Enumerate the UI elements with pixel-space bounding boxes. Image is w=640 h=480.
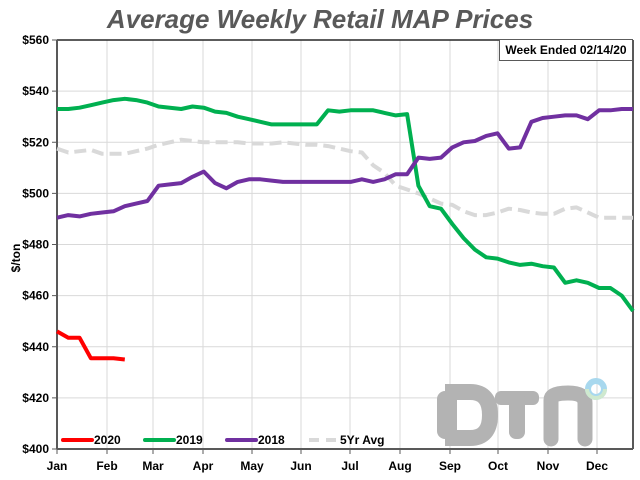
- legend-2020-label: 2020: [94, 433, 121, 447]
- y-tick-label: $440: [22, 340, 49, 354]
- x-tick-label: Oct: [488, 459, 508, 473]
- y-tick-label: $560: [22, 33, 49, 47]
- week-ended-annotation: Week Ended 02/14/20: [499, 40, 632, 61]
- legend: 2020 2019 2018 5Yr Avg: [61, 433, 384, 447]
- x-tick-label: Dec: [586, 459, 608, 473]
- y-tick-label: $480: [22, 238, 49, 252]
- watermark-globe-lower-icon: [585, 389, 607, 400]
- series-line-2019: [57, 96, 635, 313]
- series-line-5yr-avg: [56, 137, 633, 220]
- series-line-2020: [56, 329, 126, 362]
- y-tick-label: $520: [22, 135, 49, 149]
- y-tick-label: $500: [22, 186, 49, 200]
- ticks: $400 $420 $440 $460 $480 $500 $520 $540 $560 Jan F…: [22, 33, 608, 473]
- watermark-letter-t-stem: [509, 391, 525, 439]
- gridlines: [57, 40, 633, 449]
- series-line-2018: [56, 107, 633, 220]
- x-tick-label: Apr: [193, 459, 214, 473]
- y-tick-label: $420: [22, 391, 49, 405]
- x-tick-label: Nov: [537, 459, 560, 473]
- y-tick-label: $460: [22, 289, 49, 303]
- legend-2019-label: 2019: [176, 433, 203, 447]
- x-tick-label: Feb: [96, 459, 117, 473]
- x-tick-label: Jan: [47, 459, 68, 473]
- chart-title: Average Weekly Retail MAP Prices: [106, 4, 534, 34]
- dtn-watermark-logo: [437, 378, 607, 447]
- watermark-letter-d-stem: [437, 391, 457, 439]
- y-axis-label: $/ton: [9, 244, 23, 273]
- x-tick-label: Jun: [290, 459, 311, 473]
- watermark-letter-d-bowl: [445, 384, 499, 446]
- x-tick-label: Aug: [388, 459, 411, 473]
- legend-2018-label: 2018: [258, 433, 285, 447]
- series-lines: [56, 96, 635, 362]
- legend-5yr-avg-label: 5Yr Avg: [340, 433, 384, 447]
- x-tick-label: May: [240, 459, 264, 473]
- x-tick-label: Sep: [439, 459, 461, 473]
- y-tick-label: $400: [22, 442, 49, 456]
- x-tick-label: Mar: [142, 459, 164, 473]
- y-tick-label: $540: [22, 84, 49, 98]
- x-tick-label: Jul: [341, 459, 358, 473]
- watermark-letter-n: [543, 385, 593, 447]
